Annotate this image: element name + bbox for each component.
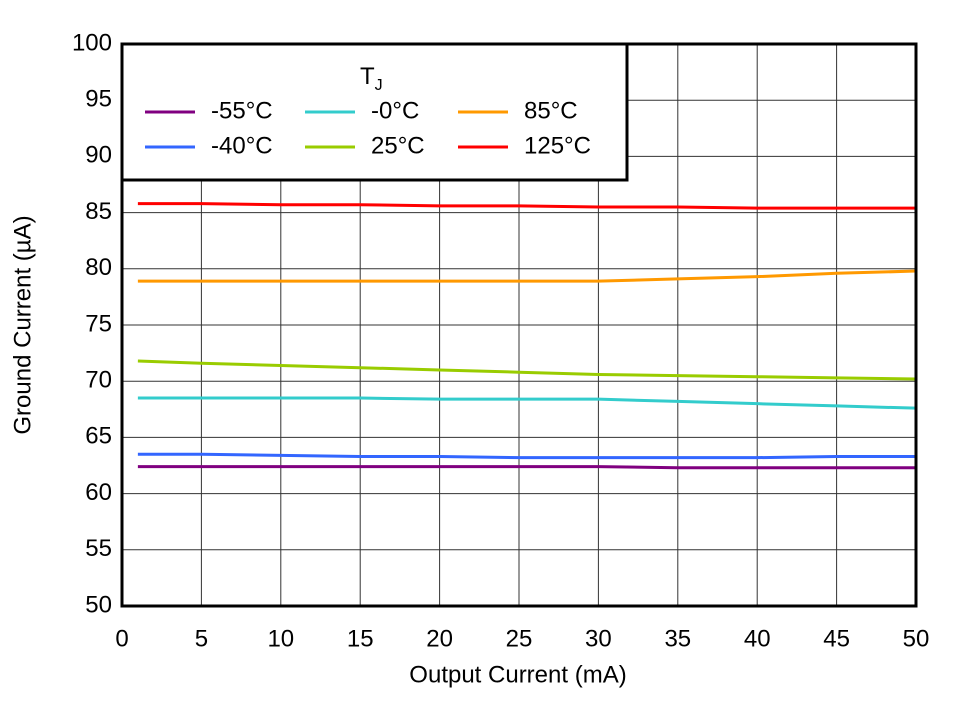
- legend-title-sub: J: [375, 77, 383, 94]
- legend-label: -55°C: [211, 97, 273, 124]
- y-tick-label: 50: [85, 591, 112, 618]
- legend-title-main: T: [360, 63, 375, 90]
- x-tick-label: 25: [506, 625, 533, 652]
- legend-title: TJ: [360, 63, 383, 94]
- x-tick-label: 30: [585, 625, 612, 652]
- y-tick-label: 65: [85, 423, 112, 450]
- y-tick-label: 75: [85, 310, 112, 337]
- legend-label: 85°C: [524, 97, 578, 124]
- x-tick-label: 10: [267, 625, 294, 652]
- x-tick-label: 15: [347, 625, 374, 652]
- plot-border: [120, 42, 918, 608]
- y-tick-label: 95: [85, 86, 112, 113]
- x-axis-label: Output Current (mA): [409, 661, 626, 688]
- x-tick-label: 20: [426, 625, 453, 652]
- y-tick-label: 90: [85, 142, 112, 169]
- legend-label: 25°C: [371, 132, 425, 159]
- legend-label: -40°C: [211, 132, 273, 159]
- y-tick-label: 70: [85, 367, 112, 394]
- series-line: [137, 465, 916, 470]
- x-tick-label: 0: [115, 625, 128, 652]
- y-tick-label: 85: [85, 198, 112, 225]
- series-line: [137, 452, 916, 460]
- series-line: [137, 269, 917, 283]
- y-axis-label: Ground Current (µA): [9, 215, 36, 434]
- series-line: [137, 359, 917, 381]
- series-line: [137, 202, 916, 210]
- y-tick-label: 60: [85, 479, 112, 506]
- x-tick-label: 40: [744, 625, 771, 652]
- legend-label: -0°C: [371, 97, 419, 124]
- x-tick-label: 50: [903, 625, 930, 652]
- x-tick-label: 5: [195, 625, 208, 652]
- y-tick-label: 55: [85, 535, 112, 562]
- series-line: [137, 396, 917, 410]
- x-tick-label: 45: [823, 625, 850, 652]
- x-tick-label: 35: [664, 625, 691, 652]
- y-tick-label: 100: [72, 29, 112, 56]
- legend-label: 125°C: [524, 132, 591, 159]
- legend-box: [120, 42, 629, 182]
- y-tick-label: 80: [85, 254, 112, 281]
